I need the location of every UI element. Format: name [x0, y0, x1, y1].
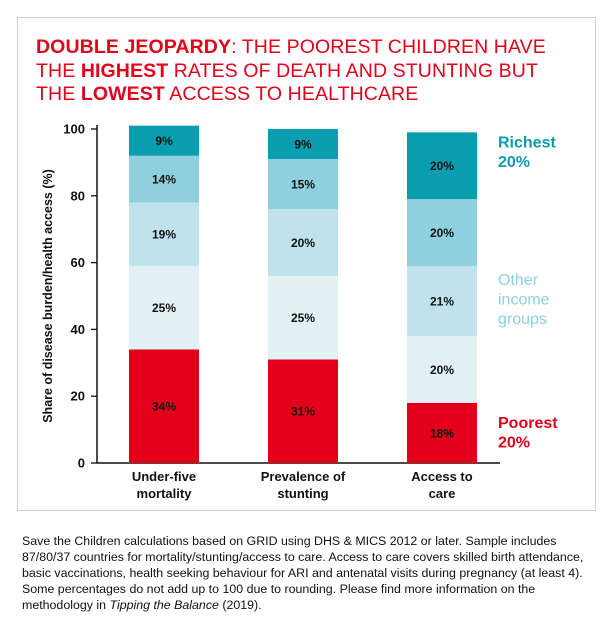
data-label-poorest: 18%: [430, 426, 454, 440]
bar-segment-lower_middle: [268, 275, 338, 360]
x-category-label-line: Under-five: [132, 469, 196, 484]
x-category-label-line: mortality: [137, 486, 193, 501]
data-label-middle: 21%: [430, 295, 454, 309]
x-category-label-line: Prevalence of: [261, 469, 346, 484]
title-line-3-start: THE: [36, 83, 81, 105]
title-line-3: THE LOWEST ACCESS TO HEALTHCARE: [36, 83, 576, 107]
data-label-richest: 20%: [430, 159, 454, 173]
chart-title: DOUBLE JEOPARDY: THE POOREST CHILDREN HA…: [36, 36, 576, 107]
legend-label-line: income: [498, 291, 550, 308]
x-category-label: Under-five mortality: [132, 469, 196, 501]
data-label-lower_middle: 20%: [430, 363, 454, 377]
legend-label-line: groups: [498, 311, 547, 328]
legend-label-line: Other: [498, 272, 539, 289]
x-category-label: Prevalence of stunting: [261, 469, 346, 501]
stacked-bar-chart: 0 20 40 60 80 100 Share of disease burden/heal…: [41, 122, 558, 502]
bar-segment-lower_middle: [407, 336, 477, 403]
title-line-1-bold: DOUBLE JEOPARDY: [36, 36, 232, 58]
bar-segment-middle: [129, 202, 199, 266]
legend-label: Other income groups: [498, 272, 550, 328]
legend-label: Richest 20%: [498, 135, 556, 172]
y-tick-label: 20: [71, 389, 85, 404]
caption-publication-title: Tipping the Balance: [109, 598, 219, 612]
title-line-1: DOUBLE JEOPARDY: THE POOREST CHILDREN HA…: [36, 36, 576, 60]
y-axis-label: Share of disease burden/health access (%…: [41, 169, 55, 423]
title-line-1-rest: : THE POOREST CHILDREN HAVE: [231, 36, 546, 58]
bar-segment-lower_middle: [129, 265, 199, 350]
data-label-poorest: 34%: [152, 400, 176, 414]
bar-segment-poorest: [407, 402, 477, 463]
bar-segment-middle: [407, 265, 477, 337]
caption-text: Save the Children calculations based on …: [22, 534, 584, 612]
data-label-lower_middle: 25%: [291, 311, 315, 325]
x-category-label-line: stunting: [277, 486, 328, 501]
legend-label-line: Richest: [498, 135, 556, 152]
chart-caption: Save the Children calculations based on …: [22, 533, 597, 613]
data-label-upper_middle: 15%: [291, 178, 315, 192]
legend-label: Poorest 20%: [498, 415, 558, 452]
title-line-2: THE HIGHEST RATES OF DEATH AND STUNTING …: [36, 60, 576, 84]
y-tick-label: 100: [63, 122, 85, 137]
title-line-2-bold: HIGHEST: [80, 59, 169, 82]
data-label-middle: 19%: [152, 228, 176, 242]
bar-segment-richest: [129, 125, 199, 156]
y-tick-label: 0: [78, 456, 85, 471]
data-label-upper_middle: 14%: [152, 173, 176, 187]
bar-segment-middle: [268, 209, 338, 276]
title-line-2-start: THE: [36, 59, 81, 82]
legend-label-line: Poorest: [498, 415, 558, 432]
title-line-3-rest: ACCESS TO HEALTHCARE: [164, 83, 419, 105]
data-label-richest: 9%: [155, 134, 173, 148]
legend-label-line: 20%: [498, 435, 530, 452]
title-line-2-rest: RATES OF DEATH AND STUNTING BUT: [168, 59, 538, 82]
x-category-label-line: Access to: [411, 469, 472, 484]
data-label-middle: 20%: [291, 236, 315, 250]
bar-segment-upper_middle: [268, 159, 338, 210]
x-category-label-line: care: [429, 486, 456, 501]
bar-segment-upper_middle: [129, 155, 199, 203]
legend-label-line: 20%: [498, 154, 530, 171]
bar-segment-richest: [407, 132, 477, 200]
y-tick-label: 60: [71, 255, 85, 270]
y-tick-label: 40: [71, 322, 85, 337]
data-label-upper_middle: 20%: [430, 226, 454, 240]
y-tick-label: 80: [71, 188, 85, 203]
bar-segment-poorest: [268, 359, 338, 463]
bar-segment-richest: [268, 129, 338, 160]
data-label-richest: 9%: [294, 138, 312, 152]
bar-segment-poorest: [129, 349, 199, 463]
caption-year: (2019).: [218, 598, 262, 612]
data-label-lower_middle: 25%: [152, 301, 176, 315]
x-category-label: Access to care: [411, 469, 472, 501]
title-line-3-bold: LOWEST: [80, 83, 165, 105]
bar-segment-upper_middle: [407, 199, 477, 266]
data-label-poorest: 31%: [291, 405, 315, 419]
